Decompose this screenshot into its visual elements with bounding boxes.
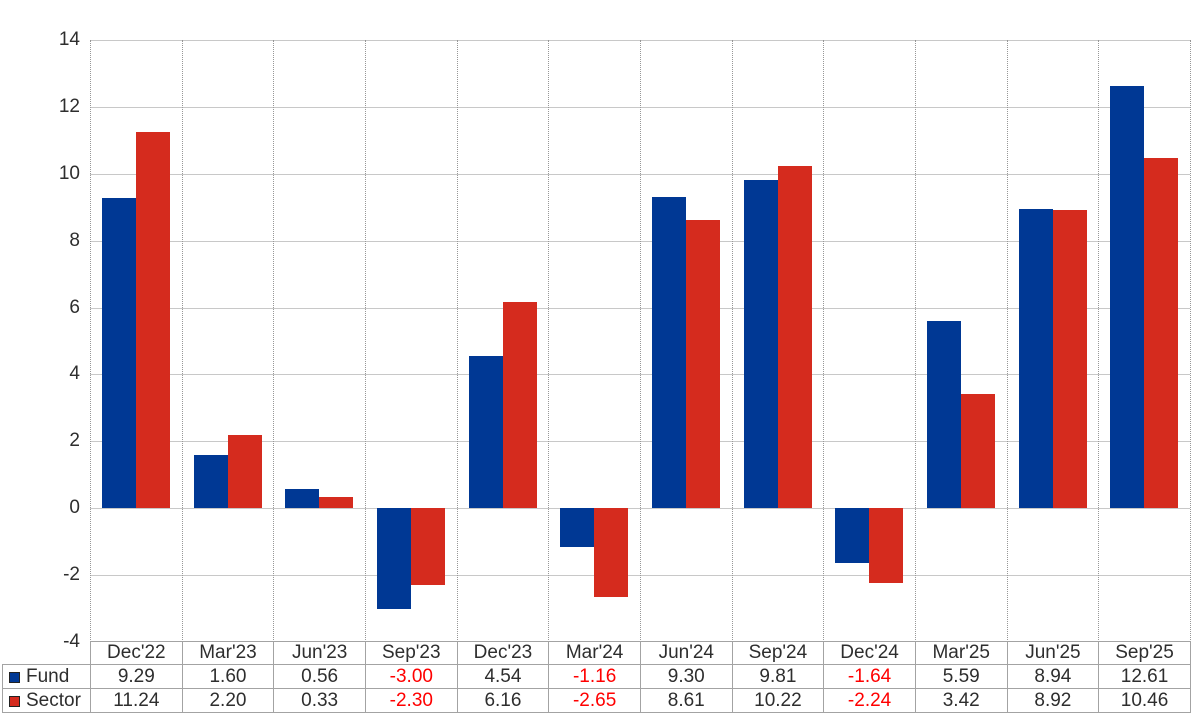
cell-fund-mar23: 1.60 <box>181 664 275 689</box>
x-tick-label-mar25: Mar'25 <box>914 641 1008 665</box>
x-tick-label-jun23: Jun'23 <box>273 641 366 665</box>
bar-fund-jun23 <box>285 489 320 509</box>
bar-sector-mar24 <box>594 508 629 597</box>
gridline-v-9 <box>915 40 916 642</box>
x-tick-label-dec23: Dec'23 <box>456 641 550 665</box>
plot-area <box>90 40 1191 642</box>
bar-fund-sep25 <box>1110 86 1145 509</box>
cell-fund-sep23: -3.00 <box>364 664 458 689</box>
gridline-v-2 <box>273 40 275 642</box>
gridline-v-4 <box>456 40 458 642</box>
bar-sector-dec24 <box>869 508 904 584</box>
bar-sector-sep23 <box>410 508 445 586</box>
bar-fund-mar25 <box>926 321 961 509</box>
bar-fund-dec22 <box>101 197 136 509</box>
x-tick-label-dec22: Dec'22 <box>90 641 183 665</box>
legend-swatch-sector-icon <box>9 695 20 707</box>
table-corner-cell <box>3 642 91 665</box>
cell-sector-sep24: 10.22 <box>731 688 825 713</box>
bar-sector-sep24 <box>777 166 812 509</box>
gridline-v-6 <box>640 40 641 642</box>
gridline-v-1 <box>181 40 183 642</box>
cell-sector-mar23: 2.20 <box>181 688 275 713</box>
cell-fund-jun24: 9.30 <box>639 664 733 689</box>
cell-fund-dec23: 4.54 <box>456 664 550 689</box>
bar-fund-mar23 <box>193 454 228 509</box>
cell-sector-jun25: 8.92 <box>1006 688 1100 713</box>
legend-label-sector: Sector <box>2 688 91 713</box>
x-tick-label-sep23: Sep'23 <box>364 641 458 665</box>
cell-fund-jun23: 0.56 <box>273 664 366 689</box>
cell-fund-dec22: 9.29 <box>90 664 183 689</box>
bar-sector-sep25 <box>1144 158 1179 509</box>
bar-sector-mar25 <box>960 393 995 509</box>
y-tick-label-12: 12 <box>58 95 80 117</box>
x-tick-label-sep25: Sep'25 <box>1098 641 1191 665</box>
cell-sector-jun24: 8.61 <box>639 688 733 713</box>
cell-fund-sep25: 12.61 <box>1098 664 1191 689</box>
gridline-v-3 <box>365 40 366 642</box>
cell-sector-jun23: 0.33 <box>273 688 366 713</box>
x-tick-label-dec24: Dec'24 <box>823 641 916 665</box>
legend-label-fund: Fund <box>2 664 91 689</box>
bar-fund-jun25 <box>1018 209 1053 509</box>
bar-fund-dec23 <box>468 356 503 509</box>
x-tick-label-sep24: Sep'24 <box>731 641 825 665</box>
table-row-sector: Sector 11.24 2.20 0.33 -2.30 6.16 -2.65 8.61 10.… <box>2 688 1191 713</box>
y-tick-label-8: 8 <box>69 229 80 251</box>
cell-sector-dec23: 6.16 <box>456 688 550 713</box>
bar-sector-jun25 <box>1052 209 1087 509</box>
y-tick-label-6: 6 <box>69 296 80 318</box>
cell-sector-mar24: -2.65 <box>548 688 641 713</box>
bar-fund-jun24 <box>651 197 686 509</box>
cell-sector-sep25: 10.46 <box>1098 688 1191 713</box>
cell-sector-mar25: 3.42 <box>914 688 1008 713</box>
cell-fund-mar25: 5.59 <box>914 664 1008 689</box>
table-row-fund: Fund 9.29 1.60 0.56 -3.00 4.54 -1.16 9.30 9.81 -1… <box>2 664 1191 689</box>
x-tick-label-jun25: Jun'25 <box>1006 641 1100 665</box>
y-tick-label-2: 2 <box>69 430 80 452</box>
bar-sector-jun23 <box>319 497 354 509</box>
gridline-v-7 <box>731 40 733 642</box>
x-tick-label-mar23: Mar'23 <box>181 641 275 665</box>
y-tick-label-4: 4 <box>69 363 80 385</box>
x-tick-label-mar24: Mar'24 <box>548 641 641 665</box>
cell-sector-sep23: -2.30 <box>364 688 458 713</box>
bar-fund-sep23 <box>376 508 411 609</box>
cell-fund-sep24: 9.81 <box>731 664 825 689</box>
cell-sector-dec22: 11.24 <box>90 688 183 713</box>
y-tick-label-10: 10 <box>58 162 80 184</box>
data-table: Dec'22 Mar'23 Jun'23 Sep'23 Dec'23 Mar'24 Jun'… <box>2 641 1191 713</box>
bar-sector-jun24 <box>685 220 720 509</box>
gridline-v-5 <box>548 40 550 642</box>
gridline-v-10 <box>1006 40 1008 642</box>
bar-fund-sep24 <box>743 180 778 509</box>
y-tick-label--4: -4 <box>63 631 80 652</box>
bar-sector-dec23 <box>502 302 537 509</box>
bar-fund-mar24 <box>560 508 595 547</box>
bar-fund-dec24 <box>835 508 870 564</box>
bar-sector-mar23 <box>227 434 262 509</box>
x-tick-label-jun24: Jun'24 <box>639 641 733 665</box>
y-tick-label--2: -2 <box>63 564 80 586</box>
gridline-v-11 <box>1098 40 1100 642</box>
gridline-v-0 <box>90 40 91 642</box>
bar-sector-dec22 <box>135 132 170 509</box>
cell-fund-mar24: -1.16 <box>548 664 641 689</box>
cell-fund-dec24: -1.64 <box>823 664 916 689</box>
table-header-row: Dec'22 Mar'23 Jun'23 Sep'23 Dec'23 Mar'24 Jun'… <box>3 641 1191 665</box>
legend-swatch-fund-icon <box>9 671 20 683</box>
gridline-v-8 <box>823 40 825 642</box>
gridline-v-12 <box>1190 40 1191 642</box>
cell-fund-jun25: 8.94 <box>1006 664 1100 689</box>
cell-sector-dec24: -2.24 <box>823 688 916 713</box>
y-tick-label-14: 14 <box>58 29 80 50</box>
y-tick-label-0: 0 <box>69 497 80 519</box>
